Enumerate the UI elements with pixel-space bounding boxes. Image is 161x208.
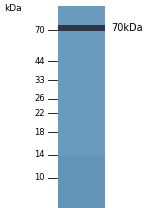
Text: 22: 22 — [35, 109, 45, 118]
Text: 10: 10 — [35, 173, 45, 182]
Bar — [58, 156, 105, 208]
Text: 70: 70 — [34, 26, 45, 35]
Text: 33: 33 — [34, 76, 45, 85]
Bar — [58, 26, 105, 31]
Text: 44: 44 — [35, 57, 45, 66]
Text: 18: 18 — [34, 128, 45, 137]
Bar — [58, 6, 105, 208]
Text: 70kDa: 70kDa — [111, 23, 143, 33]
Text: 26: 26 — [34, 94, 45, 103]
Text: 14: 14 — [35, 150, 45, 160]
Text: kDa: kDa — [4, 4, 22, 13]
